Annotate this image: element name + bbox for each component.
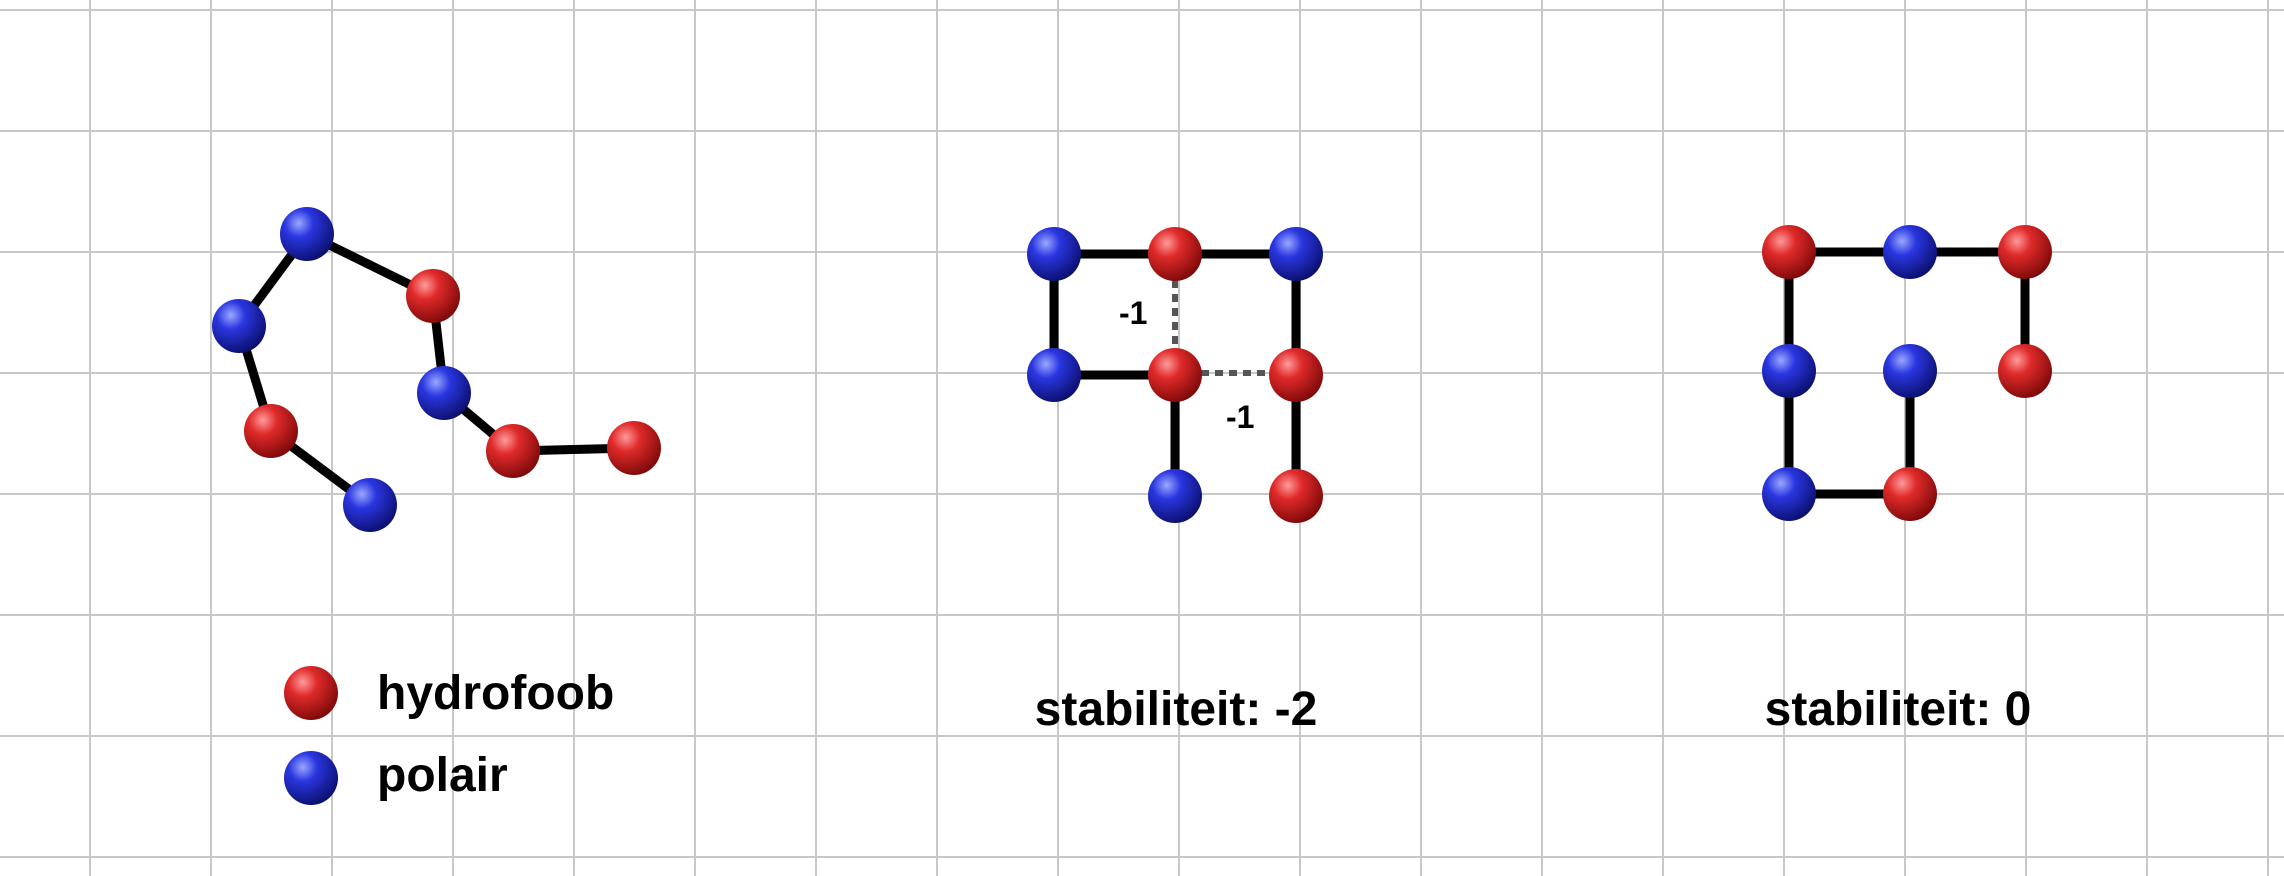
hydrophobic-residue — [1883, 467, 1937, 521]
polar-residue — [1148, 469, 1202, 523]
polar-residue — [1027, 348, 1081, 402]
hydrophobic-residue — [1269, 469, 1323, 523]
hydrophobic-residue — [1148, 348, 1202, 402]
polar-residue — [1269, 227, 1323, 281]
stability-caption: stabiliteit: -2 — [1035, 683, 1318, 736]
polar-residue — [1027, 227, 1081, 281]
polar-residue — [1883, 225, 1937, 279]
unfolded-chain — [212, 207, 661, 532]
hydrophobic-residue — [486, 424, 540, 478]
hydrophobic-residue — [607, 421, 661, 475]
legend: hydrofoob polair — [284, 666, 614, 805]
polar-residue — [1762, 344, 1816, 398]
hydrophobic-residue — [1998, 344, 2052, 398]
hydrophobic-residue — [1148, 227, 1202, 281]
polar-residue — [212, 299, 266, 353]
legend-polar-marker — [284, 751, 338, 805]
fold-b: stabiliteit: 0 — [1762, 225, 2052, 736]
legend-hydrophobic-marker — [284, 666, 338, 720]
stability-caption: stabiliteit: 0 — [1765, 683, 2032, 736]
hydrophobic-residue — [1762, 225, 1816, 279]
fold-a: -1 -1 stabiliteit: -2 — [1027, 227, 1323, 736]
polar-residue — [343, 478, 397, 532]
hydrophobic-residue — [406, 269, 460, 323]
legend-hydrophobic-label: hydrofoob — [377, 667, 614, 720]
contact-energy-label: -1 — [1226, 399, 1254, 435]
hydrophobic-residue — [1269, 348, 1323, 402]
polar-residue — [1762, 467, 1816, 521]
legend-polar-label: polair — [377, 749, 508, 802]
contact-energy-label: -1 — [1119, 295, 1147, 331]
hydrophobic-residue — [244, 404, 298, 458]
polar-residue — [280, 207, 334, 261]
polar-residue — [417, 366, 471, 420]
hydrophobic-residue — [1998, 225, 2052, 279]
polar-residue — [1883, 344, 1937, 398]
